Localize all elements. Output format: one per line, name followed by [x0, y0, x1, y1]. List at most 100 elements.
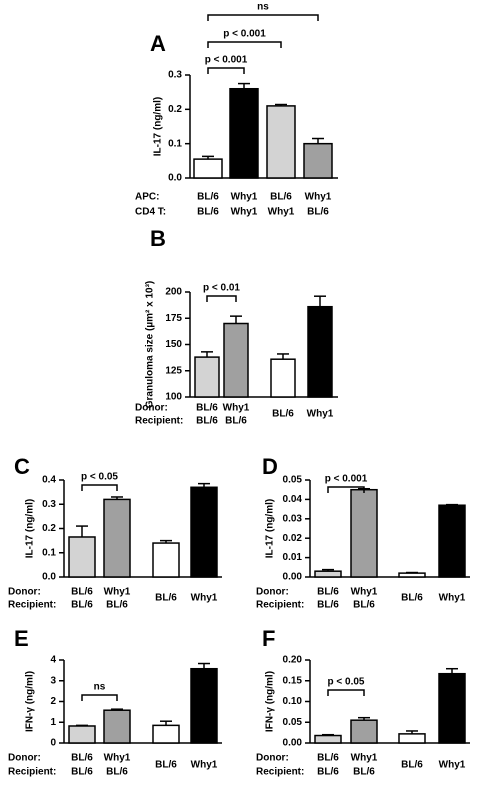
row-label: Donor: [135, 403, 168, 414]
x-tick-label: Why1 [305, 192, 332, 203]
x-tick-label: Why1 [104, 753, 131, 764]
significance-label: p < 0.05 [81, 472, 118, 483]
bar [190, 667, 218, 744]
x-tick-label: BL/6 [155, 593, 177, 604]
y-tick-label: 200 [165, 287, 182, 298]
x-tick-label: BL/6 [317, 600, 339, 611]
y-tick-label: 100 [165, 392, 182, 403]
bar [223, 322, 249, 398]
bar [152, 542, 180, 578]
bar [152, 724, 180, 744]
y-tick-label: 150 [165, 339, 182, 350]
bar [229, 87, 259, 179]
y-tick-label: 0.05 [283, 717, 303, 728]
row-label: Recipient: [8, 767, 56, 778]
row-label: Donor: [8, 753, 41, 764]
bar [314, 570, 342, 578]
y-tick-label: 0.1 [168, 138, 182, 149]
y-axis-label: IL-17 (ng/ml) [265, 499, 276, 558]
x-tick-label: Why1 [268, 207, 295, 218]
row-label: Recipient: [8, 600, 56, 611]
significance-bracket [207, 14, 319, 21]
x-tick-label: Why1 [191, 760, 218, 771]
x-tick-label: BL/6 [71, 767, 93, 778]
y-tick-label: 0.03 [283, 513, 303, 524]
y-tick-label: 0.3 [168, 70, 182, 81]
y-axis-label: IFN-γ (ng/ml) [265, 671, 276, 732]
y-tick-label: 0.4 [42, 475, 56, 486]
x-tick-label: Why1 [231, 192, 258, 203]
significance-bracket [327, 486, 365, 493]
significance-label: p < 0.05 [328, 677, 365, 688]
x-tick-label: Why1 [307, 409, 334, 420]
bar [103, 709, 131, 744]
y-tick-label: 2 [50, 696, 56, 707]
bar [194, 356, 220, 398]
significance-label: p < 0.001 [325, 474, 368, 485]
y-tick-label: 175 [165, 313, 182, 324]
y-axis-label: Granuloma size (µm² x 10³) [145, 281, 156, 408]
y-tick-label: 0.0 [168, 173, 182, 184]
x-tick-label: BL/6 [106, 767, 128, 778]
x-tick-label: BL/6 [270, 192, 292, 203]
significance-label: p < 0.01 [203, 283, 240, 294]
x-tick-label: BL/6 [196, 416, 218, 427]
x-tick-label: BL/6 [317, 753, 339, 764]
y-tick-label: 0.02 [283, 533, 303, 544]
significance-label: ns [94, 682, 106, 693]
row-label: Donor: [256, 753, 289, 764]
y-tick-label: 4 [50, 655, 56, 666]
panel-letter: B [150, 226, 166, 251]
y-tick-label: 125 [165, 365, 182, 376]
y-tick-label: 0.2 [168, 104, 182, 115]
x-tick-label: BL/6 [71, 753, 93, 764]
x-tick-label: BL/6 [225, 416, 247, 427]
x-tick-label: Why1 [191, 593, 218, 604]
y-axis-label: IL-17 (ng/ml) [153, 97, 164, 156]
significance-label: p < 0.001 [223, 29, 266, 40]
y-tick-label: 3 [50, 675, 56, 686]
y-tick-label: 0.10 [283, 696, 303, 707]
x-tick-label: BL/6 [71, 587, 93, 598]
bar [438, 504, 466, 578]
significance-label: p < 0.001 [205, 55, 248, 66]
bar [68, 536, 96, 578]
x-tick-label: BL/6 [353, 767, 375, 778]
bar [314, 734, 342, 744]
x-tick-label: Why1 [351, 753, 378, 764]
x-tick-label: Why1 [223, 403, 250, 414]
row-label: Recipient: [256, 600, 304, 611]
x-tick-label: BL/6 [353, 600, 375, 611]
panel-letter: F [262, 626, 275, 651]
x-tick-label: BL/6 [197, 207, 219, 218]
bar [438, 672, 466, 744]
y-axis-label: IL-17 (ng/ml) [25, 499, 36, 558]
y-tick-label: 0.00 [283, 572, 303, 583]
bar [266, 105, 296, 179]
bar [398, 572, 426, 578]
x-tick-label: BL/6 [272, 409, 294, 420]
x-tick-label: BL/6 [106, 600, 128, 611]
x-tick-label: BL/6 [196, 403, 218, 414]
x-tick-label: BL/6 [307, 207, 329, 218]
bar [193, 158, 223, 179]
significance-bracket [207, 67, 245, 74]
bar [68, 725, 96, 744]
significance-label: ns [257, 2, 269, 13]
bar [303, 142, 333, 179]
x-tick-label: BL/6 [317, 767, 339, 778]
x-tick-label: BL/6 [401, 593, 423, 604]
x-tick-label: Why1 [439, 760, 466, 771]
panel-letter: D [262, 454, 278, 479]
y-axis-label: IFN-γ (ng/ml) [25, 671, 36, 732]
y-tick-label: 0.0 [42, 572, 56, 583]
x-tick-label: Why1 [439, 593, 466, 604]
y-tick-label: 0.05 [283, 475, 303, 486]
panel-letter: E [14, 626, 29, 651]
x-tick-label: BL/6 [197, 192, 219, 203]
significance-bracket [81, 484, 118, 491]
y-tick-label: 0.15 [283, 675, 303, 686]
significance-bracket [206, 295, 237, 302]
bar [190, 486, 218, 578]
